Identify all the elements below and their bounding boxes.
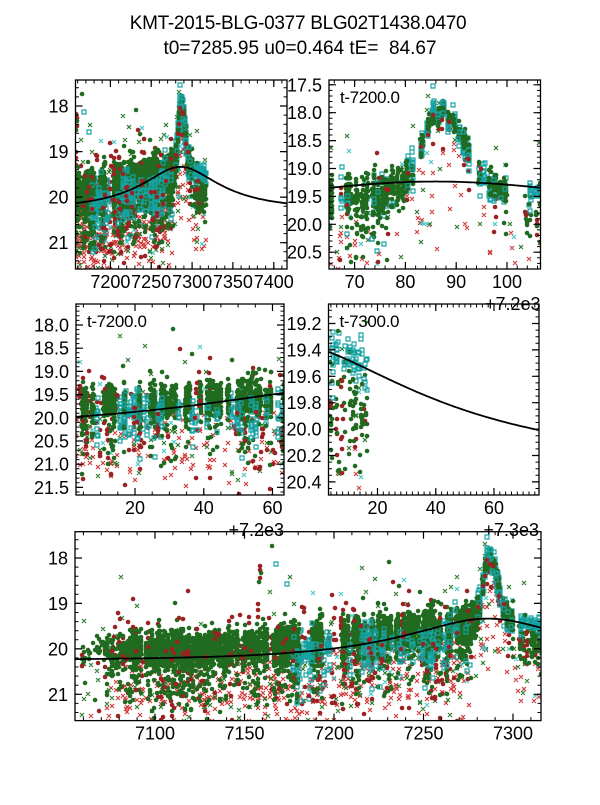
svg-text:19.8: 19.8 — [286, 393, 321, 413]
svg-text:90: 90 — [446, 272, 466, 292]
svg-text:20: 20 — [48, 639, 68, 659]
svg-text:20.0: 20.0 — [287, 215, 322, 235]
svg-text:20.0: 20.0 — [286, 420, 321, 440]
svg-text:20.4: 20.4 — [286, 472, 321, 492]
svg-text:KMT-2015-BLG-0377 BLG02T1438.0: KMT-2015-BLG-0377 BLG02T1438.0470 — [130, 13, 467, 34]
svg-text:21.0: 21.0 — [34, 455, 69, 475]
svg-text:20.5: 20.5 — [34, 432, 69, 452]
svg-text:t-7200.0: t-7200.0 — [87, 312, 147, 331]
svg-text:+7.2e3: +7.2e3 — [228, 520, 284, 540]
svg-text:20.2: 20.2 — [286, 446, 321, 466]
svg-text:80: 80 — [395, 272, 415, 292]
svg-text:t-7200.0: t-7200.0 — [340, 88, 400, 107]
svg-text:40: 40 — [194, 498, 214, 518]
svg-text:7150: 7150 — [224, 724, 264, 744]
svg-text:7400: 7400 — [254, 272, 294, 292]
svg-text:60: 60 — [484, 498, 504, 518]
svg-text:7350: 7350 — [213, 272, 253, 292]
svg-text:18.5: 18.5 — [287, 131, 322, 151]
svg-text:21: 21 — [48, 685, 68, 705]
svg-text:18: 18 — [48, 549, 68, 569]
svg-text:20: 20 — [48, 188, 68, 208]
svg-text:+7.3e3: +7.3e3 — [483, 520, 539, 540]
svg-text:19.6: 19.6 — [286, 367, 321, 387]
svg-text:70: 70 — [345, 272, 365, 292]
svg-text:7200: 7200 — [90, 272, 130, 292]
svg-text:7250: 7250 — [131, 272, 171, 292]
svg-text:100: 100 — [492, 272, 522, 292]
svg-text:19.2: 19.2 — [286, 314, 321, 334]
svg-text:18.0: 18.0 — [34, 316, 69, 336]
svg-text:7200: 7200 — [314, 724, 354, 744]
svg-text:19.5: 19.5 — [287, 187, 322, 207]
svg-text:18: 18 — [48, 97, 68, 117]
svg-text:7250: 7250 — [403, 724, 443, 744]
svg-text:7300: 7300 — [172, 272, 212, 292]
svg-text:19.0: 19.0 — [287, 159, 322, 179]
svg-text:+7.2e3: +7.2e3 — [485, 294, 541, 314]
svg-text:18.5: 18.5 — [34, 339, 69, 359]
svg-text:60: 60 — [262, 498, 282, 518]
svg-text:19: 19 — [48, 142, 68, 162]
svg-text:17.5: 17.5 — [287, 75, 322, 95]
svg-text:21.5: 21.5 — [34, 478, 69, 498]
svg-text:7100: 7100 — [135, 724, 175, 744]
svg-text:40: 40 — [426, 498, 446, 518]
svg-text:t0=7285.95 u0=0.464 tE= 84.67: t0=7285.95 u0=0.464 tE= 84.67 — [163, 38, 436, 59]
svg-text:20.5: 20.5 — [287, 243, 322, 263]
svg-text:20: 20 — [125, 498, 145, 518]
svg-text:18.0: 18.0 — [287, 103, 322, 123]
svg-text:19.5: 19.5 — [34, 385, 69, 405]
svg-text:19: 19 — [48, 594, 68, 614]
svg-text:20.0: 20.0 — [34, 408, 69, 428]
svg-text:20: 20 — [367, 498, 387, 518]
svg-text:t-7300.0: t-7300.0 — [340, 312, 400, 331]
svg-text:7300: 7300 — [493, 724, 533, 744]
svg-text:19.4: 19.4 — [286, 340, 321, 360]
svg-text:21: 21 — [48, 233, 68, 253]
svg-text:19.0: 19.0 — [34, 362, 69, 382]
